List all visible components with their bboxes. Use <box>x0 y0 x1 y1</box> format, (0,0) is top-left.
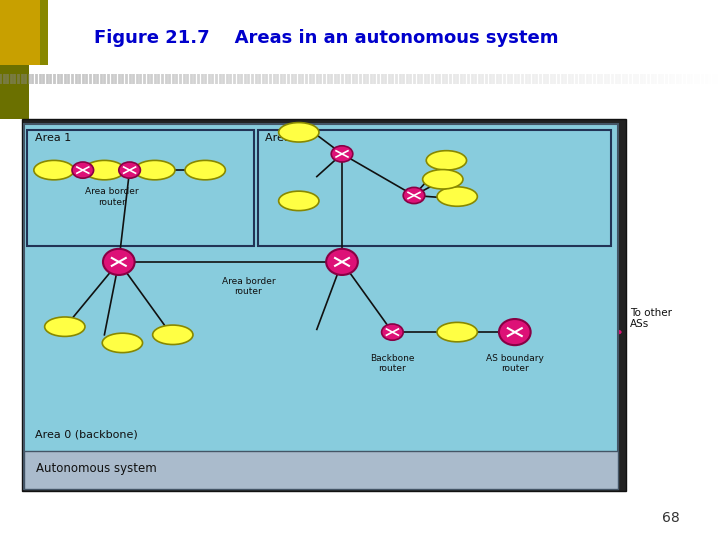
Text: Area border
router: Area border router <box>85 187 138 207</box>
FancyBboxPatch shape <box>258 130 611 246</box>
Ellipse shape <box>437 187 477 206</box>
Ellipse shape <box>34 160 74 180</box>
Text: Area 1: Area 1 <box>35 133 71 143</box>
Ellipse shape <box>426 151 467 170</box>
FancyBboxPatch shape <box>22 119 626 491</box>
Ellipse shape <box>437 322 477 342</box>
Bar <box>0 0 40 65</box>
Bar <box>0 65 29 119</box>
Ellipse shape <box>382 324 403 340</box>
Ellipse shape <box>423 170 463 189</box>
FancyBboxPatch shape <box>27 130 254 246</box>
Bar <box>40 0 48 65</box>
Text: Area 2: Area 2 <box>265 133 302 143</box>
Ellipse shape <box>84 160 125 180</box>
Ellipse shape <box>102 333 143 353</box>
Ellipse shape <box>185 160 225 180</box>
Ellipse shape <box>72 162 94 178</box>
Ellipse shape <box>331 146 353 162</box>
Ellipse shape <box>326 249 358 275</box>
Text: Autonomous system: Autonomous system <box>36 462 157 475</box>
Text: To other
ASs: To other ASs <box>630 308 672 329</box>
Ellipse shape <box>153 325 193 345</box>
FancyBboxPatch shape <box>24 124 618 489</box>
Ellipse shape <box>279 191 319 211</box>
Ellipse shape <box>103 249 135 275</box>
Ellipse shape <box>135 160 175 180</box>
Text: Area 0 (backbone): Area 0 (backbone) <box>35 430 138 440</box>
Text: Backbone
router: Backbone router <box>370 354 415 373</box>
Ellipse shape <box>499 319 531 345</box>
Text: AS boundary
router: AS boundary router <box>486 354 544 373</box>
Ellipse shape <box>119 162 140 178</box>
Ellipse shape <box>279 123 319 142</box>
FancyBboxPatch shape <box>24 451 618 489</box>
Text: Area border
router: Area border router <box>222 276 275 296</box>
Text: 68: 68 <box>662 511 680 525</box>
Text: Figure 21.7    Areas in an autonomous system: Figure 21.7 Areas in an autonomous syste… <box>94 29 558 47</box>
Ellipse shape <box>403 187 425 204</box>
Ellipse shape <box>45 317 85 336</box>
